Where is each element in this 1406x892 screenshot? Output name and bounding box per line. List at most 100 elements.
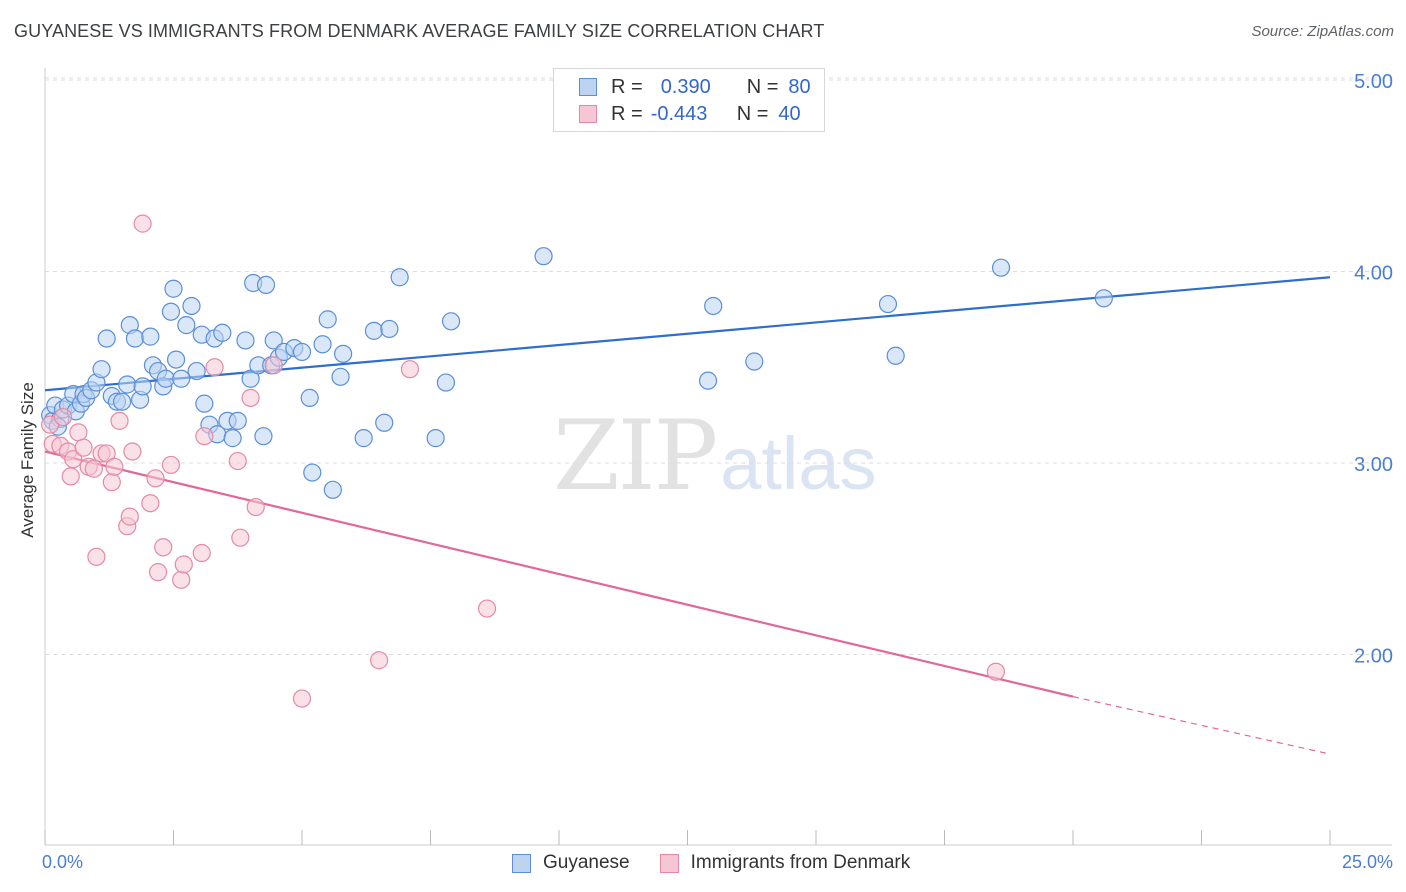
denmark-point — [231, 528, 250, 547]
tick-label-layer: 2.00 3.00 4.00 5.00 — [1354, 71, 1393, 668]
denmark-point — [146, 469, 165, 488]
denmark-point — [205, 358, 224, 377]
series-legend-swatch-denmark — [659, 853, 679, 873]
x-tick-label-min: 0.0% — [42, 852, 84, 872]
axis-layer — [44, 68, 1392, 846]
guyanese-point — [254, 427, 273, 446]
legend-r-value: -0.443 — [650, 102, 708, 125]
denmark-point — [84, 459, 103, 478]
legend-n-value: 80 — [788, 75, 811, 98]
guyanese-point — [264, 331, 283, 350]
denmark-point — [400, 360, 420, 379]
guyanese-point — [172, 369, 191, 388]
denmark-point — [161, 455, 181, 475]
denmark-point — [192, 543, 211, 563]
denmark-point — [64, 450, 83, 469]
guyanese-point — [241, 369, 260, 388]
denmark-point — [246, 497, 265, 517]
point-layer — [41, 214, 1113, 708]
denmark-point — [370, 651, 389, 670]
denmark-point — [74, 438, 93, 457]
denmark-point — [120, 507, 139, 526]
guyanese-point — [97, 329, 116, 348]
guyanese-trend-line — [44, 276, 1331, 392]
guyanese-point — [228, 411, 247, 430]
denmark-point — [97, 444, 116, 463]
denmark-point — [172, 570, 191, 589]
denmark-point — [105, 457, 124, 476]
x-tick-label-max: 25.0% — [1341, 852, 1393, 872]
legend-r-value: 0.390 — [660, 75, 711, 98]
guyanese-point — [166, 350, 186, 369]
legend-r-label: R = — [611, 102, 643, 125]
denmark-point — [228, 451, 247, 471]
guyanese-point — [156, 369, 175, 388]
guyanese-point — [125, 329, 145, 348]
series-legend-label-guyanese: Guyanese — [543, 852, 630, 873]
legend-row-guyanese: R = 0.390 N = 80 — [579, 75, 811, 99]
guyanese-point — [886, 346, 905, 365]
legend-n-label: N = — [736, 102, 769, 125]
denmark-point — [477, 599, 497, 618]
series-legend: Guyanese Immigrants from Denmark — [512, 852, 910, 874]
guyanese-point — [292, 342, 312, 362]
denmark-point — [110, 411, 129, 430]
denmark-point — [241, 388, 260, 407]
guyanese-point — [141, 327, 160, 346]
guyanese-point — [195, 394, 214, 413]
legend-swatch-pink — [579, 105, 597, 123]
denmark-point — [174, 555, 193, 574]
legend-r-label: R = — [611, 75, 643, 98]
guyanese-point — [313, 335, 332, 354]
guyanese-point — [92, 360, 111, 379]
denmark-point — [141, 494, 160, 513]
guyanese-point — [375, 413, 394, 432]
legend-swatch-blue — [579, 78, 597, 96]
correlation-legend: R = 0.390 N = 80 R = -0.443 N = 40 — [553, 68, 825, 132]
series-legend-swatch-guyanese — [512, 853, 531, 873]
legend-n-label: N = — [746, 75, 779, 98]
guyanese-point — [164, 279, 183, 298]
guyanese-point — [354, 429, 373, 448]
guyanese-point — [256, 275, 276, 295]
denmark-point — [102, 473, 121, 492]
watermark-zip: ZIP — [553, 400, 718, 512]
guyanese-point — [390, 268, 409, 287]
y-tick-label: 3.00 — [1354, 454, 1393, 476]
denmark-point — [148, 563, 168, 582]
guyanese-point — [534, 247, 553, 266]
denmark-point — [87, 547, 106, 566]
denmark-point — [292, 689, 312, 708]
series-legend-label-denmark: Immigrants from Denmark — [690, 852, 911, 873]
guyanese-point — [441, 312, 461, 331]
guyanese-point — [364, 321, 384, 340]
guyanese-point — [213, 323, 232, 342]
guyanese-point — [745, 352, 764, 371]
guyanese-point — [698, 371, 718, 390]
legend-row-denmark: R = -0.443 N = 40 — [579, 102, 801, 126]
denmark-point — [986, 662, 1006, 681]
denmark-point — [154, 538, 173, 557]
denmark-point — [123, 442, 142, 461]
watermark: ZIP atlas — [553, 400, 877, 512]
guyanese-point — [118, 375, 137, 394]
guyanese-point — [300, 388, 319, 407]
guyanese-point — [318, 310, 337, 329]
guyanese-point — [436, 373, 456, 392]
denmark-point — [195, 427, 214, 446]
guyanese-point — [112, 392, 132, 411]
denmark-point — [69, 423, 88, 442]
guyanese-point — [878, 294, 898, 314]
denmark-point — [61, 467, 80, 486]
guyanese-point — [334, 344, 353, 363]
y-tick-label: 4.00 — [1354, 263, 1393, 285]
guyanese-point — [182, 296, 201, 316]
denmark-point — [53, 407, 73, 427]
guyanese-point — [303, 463, 322, 482]
denmark-trend-extension — [1072, 696, 1331, 755]
denmark-trend-line — [44, 450, 1074, 698]
denmark-point — [264, 356, 283, 375]
guyanese-point — [187, 361, 206, 381]
guyanese-point — [426, 429, 445, 448]
